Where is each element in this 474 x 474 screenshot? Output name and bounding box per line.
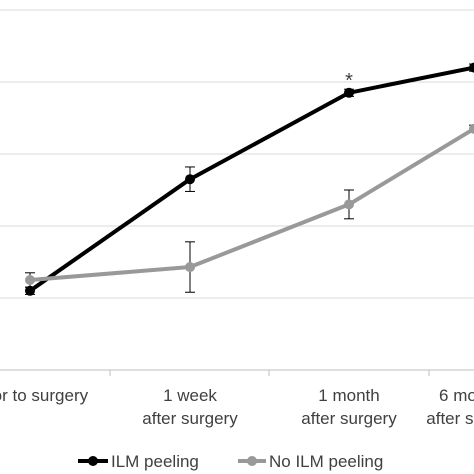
category-label: 1 week after surgery	[142, 386, 238, 428]
legend: ILM peeling No ILM peeling	[78, 452, 383, 471]
legend-label: No ILM peeling	[269, 452, 383, 471]
legend-label: ILM peeling	[111, 452, 199, 471]
data-point	[25, 275, 35, 285]
category-label: Prior to surgery	[0, 386, 89, 405]
series-line	[29, 127, 474, 282]
x-axis	[0, 369, 474, 376]
category-label: 6 monthsafter surgery	[426, 386, 474, 428]
series-ilm-peeling	[25, 62, 474, 296]
legend-item: No ILM peeling	[238, 452, 383, 471]
data-point	[469, 123, 474, 134]
legend-swatch-marker	[247, 456, 257, 466]
legend-item: ILM peeling	[78, 452, 199, 471]
series-no-ilm-peeling	[25, 123, 474, 293]
category-label: 1 month after surgery	[301, 386, 397, 428]
data-point	[25, 285, 35, 296]
series-lines	[25, 62, 474, 296]
data-point	[185, 262, 195, 273]
series-line	[28, 65, 474, 293]
data-point	[185, 174, 195, 185]
significance-marker: *	[345, 70, 353, 92]
legend-swatch-marker	[88, 456, 98, 466]
data-point	[344, 199, 354, 210]
data-point	[344, 87, 354, 98]
data-point	[469, 62, 474, 73]
